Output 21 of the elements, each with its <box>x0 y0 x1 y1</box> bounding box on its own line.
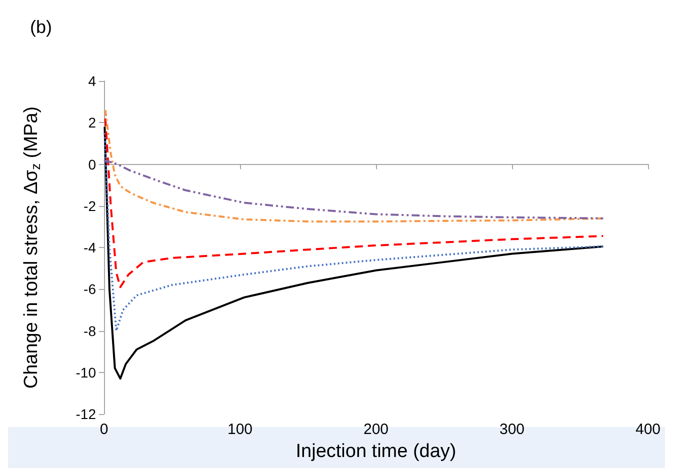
x-axis-title: Injection time (day) <box>296 440 456 462</box>
x-tick-label: 0 <box>100 421 108 438</box>
chart-title: (b) <box>30 17 52 37</box>
line-series <box>104 117 604 288</box>
line-series <box>103 159 604 220</box>
y-axis-title: Change in total stress, Δσz (MPa) <box>21 106 43 389</box>
y-tick-label: -4 <box>84 240 96 256</box>
x-tick-label: 300 <box>499 421 525 438</box>
y-tick-label: -10 <box>76 364 96 380</box>
x-tick-label: 400 <box>635 421 661 438</box>
y-tick-label: -2 <box>84 198 96 214</box>
y-tick-label: 0 <box>88 156 96 172</box>
y-tick-label: -12 <box>76 406 96 422</box>
line-series <box>104 126 604 380</box>
y-tick-label: -6 <box>84 281 96 298</box>
x-tick-label: 200 <box>363 421 389 438</box>
y-tick-label: 4 <box>88 73 96 89</box>
y-tick-label: -8 <box>84 322 96 339</box>
x-tick-label: 100 <box>227 421 253 438</box>
y-tick-label: 2 <box>88 114 96 131</box>
line-series <box>104 132 604 332</box>
